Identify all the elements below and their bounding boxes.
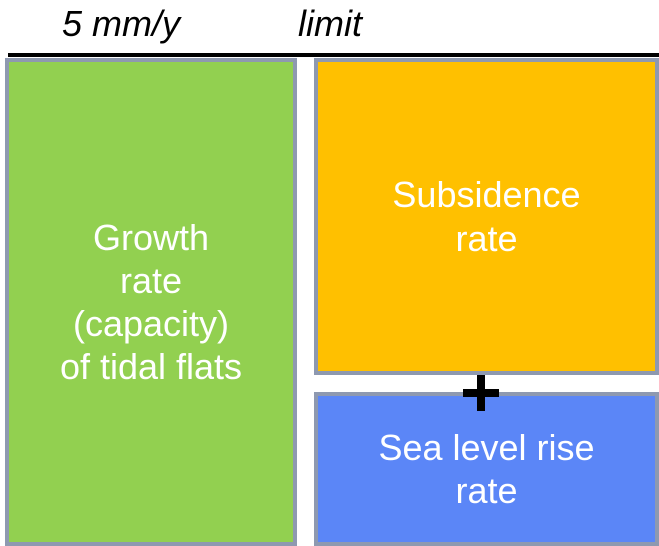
limit-line <box>8 53 659 57</box>
subsidence-line-2: rate <box>455 217 518 259</box>
sea-level-rise-rate-text: Sea level rise rate <box>378 426 594 512</box>
plus-icon <box>463 375 499 411</box>
slr-line-2: rate <box>455 470 518 511</box>
slr-line-1: Sea level rise <box>378 426 595 468</box>
subsidence-line-1: Subsidence <box>392 174 581 216</box>
growth-rate-box: Growth rate (capacity) of tidal flats <box>5 58 297 546</box>
growth-line-3: (capacity) <box>72 303 230 344</box>
subsidence-rate-box: Subsidence rate <box>314 58 659 375</box>
growth-line-2: rate <box>119 259 183 301</box>
growth-line-4: of tidal flats <box>59 346 243 388</box>
sea-level-rise-rate-box: Sea level rise rate <box>314 392 659 546</box>
growth-line-1: Growth <box>92 216 210 258</box>
growth-rate-text: Growth rate (capacity) of tidal flats <box>60 216 242 389</box>
limit-label: limit <box>298 3 362 44</box>
plus-icon-vertical-bar <box>477 375 485 411</box>
rate-limit-value: 5 mm/y <box>62 3 181 44</box>
subsidence-rate-text: Subsidence rate <box>392 173 580 259</box>
